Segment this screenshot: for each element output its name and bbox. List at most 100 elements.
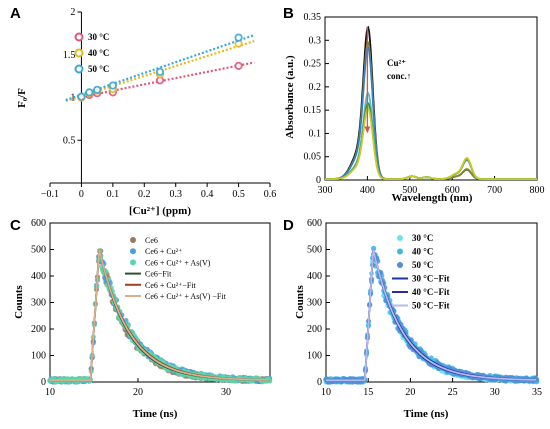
panel-d-y-tick-label: 200 [307, 324, 322, 335]
panel-a-y-tick-label: 0.5 [63, 135, 76, 146]
panel-a-legend-label: 50 °C [88, 64, 109, 74]
panel-d-fit-line-5 [326, 249, 537, 382]
panel-b-x-tick-label: 500 [402, 185, 417, 196]
panel-a-point [85, 88, 94, 97]
panel-a-ylabel: F₀/F [16, 88, 28, 108]
panel-d-legend-label: 30 °C−Fit [412, 274, 449, 284]
panel-c-legend-marker [130, 248, 136, 255]
panel-b-spectrum-5 [325, 107, 537, 180]
panel-b-y-tick-label: 0.35 [304, 12, 322, 23]
panel-c-legend-label: Ce6 [145, 236, 158, 245]
panel-a-legend-label: 30 °C [88, 32, 109, 42]
panel-a-point [93, 85, 102, 94]
panel-a: −0.1 0 0.1 0.2 0.3 0.4 0.5 0.6 0.5 1 1.5 2 30 °C 40 °… [41, 7, 276, 200]
panel-c-legend-label: Ce6 + Cu²⁺ [145, 247, 182, 256]
panel-a-point [155, 67, 165, 76]
panel-a-legend-marker [74, 48, 84, 58]
panel-letter-a: A [10, 5, 21, 22]
panel-d-y-tick-label: 300 [307, 298, 322, 309]
panel-c-x-tick-label: 30 [221, 387, 231, 398]
panel-a-point [108, 81, 117, 90]
panel-b-y-tick-label: 0.3 [309, 35, 322, 46]
panel-b-annotation-line2: conc.↑ [387, 71, 411, 81]
panel-b-spectrum-0 [325, 25, 537, 180]
panel-d-x-tick-label: 10 [321, 387, 331, 398]
panel-c-legend-label: Ce6 + Cu²⁺ + As(V) [145, 258, 211, 267]
panel-c-y-tick-label: 100 [31, 351, 46, 362]
panel-a-legend-label: 40 °C [88, 48, 109, 58]
panel-d: 10 15 20 25 30 35 0 100 200 300 400 500 600 30 °C 40 °… [307, 218, 542, 398]
panel-letter-b: B [283, 5, 294, 22]
panel-d-legend-label: 30 °C [412, 233, 433, 243]
panel-b-annotation-line1: Cu²⁺ [387, 58, 406, 68]
panel-b-y-tick-label: 0.2 [309, 82, 322, 93]
panel-c-ylabel: Counts [13, 284, 25, 318]
panel-a-xlabel: [Cu²⁺] (ppm) [129, 205, 191, 217]
panel-a-y-tick-label: 1.5 [63, 50, 76, 61]
panel-a-y-tick-label: 2 [70, 7, 75, 18]
panel-a-x-tick-label: 0.5 [232, 189, 245, 200]
panel-a-x-tick-label: 0.3 [169, 189, 182, 200]
panel-c-legend-label: Ce6 + Cu²⁺ + As(V) −Fit [145, 292, 227, 301]
panel-a-legend-marker [74, 64, 84, 74]
panel-d-point [371, 245, 377, 251]
panel-b-ylabel: Absorbance (a.u.) [284, 55, 296, 139]
panel-c-x-tick-label: 10 [45, 387, 55, 398]
panel-b-xlabel: Wavelength (nm) [392, 192, 473, 204]
panel-a-point [234, 33, 243, 42]
panel-b-y-tick-label: 0.05 [304, 152, 322, 163]
panel-b-x-tick-label: 300 [318, 185, 333, 196]
panel-d-y-tick-label: 400 [307, 271, 322, 282]
panel-b-y-tick-label: 0.15 [304, 105, 322, 116]
panel-b-frame [324, 16, 538, 181]
panel-letter-c: C [10, 217, 21, 234]
panel-c-y-tick-label: 0 [41, 377, 46, 388]
panel-d-xlabel: Time (ns) [404, 408, 449, 420]
panel-c-x-tick-label: 20 [133, 387, 143, 398]
panel-a-x-tick-label: 0.4 [201, 189, 214, 200]
panel-c-legend-label: Ce6 + Cu²⁺−Fit [145, 281, 197, 290]
panel-a-x-tick-label: 0.2 [138, 189, 151, 200]
panel-d-x-tick-label: 15 [363, 387, 373, 398]
panel-a-y-tick-label: 1 [70, 93, 75, 104]
panel-d-x-tick-label: 35 [532, 387, 542, 398]
panel-b-y-tick-label: 0.1 [309, 128, 322, 139]
panel-d-legend-label: 40 °C−Fit [412, 287, 449, 297]
panel-d-legend-marker [397, 248, 403, 255]
panel-d-legend-label: 50 °C−Fit [412, 301, 449, 311]
panel-a-point [234, 61, 243, 70]
panel-d-y-tick-label: 500 [307, 245, 322, 256]
panel-c-y-tick-label: 200 [31, 324, 46, 335]
panel-c-legend-label: Ce6−Fit [145, 270, 172, 279]
panel-d-y-tick-label: 600 [307, 218, 322, 229]
panel-d-y-tick-label: 100 [307, 351, 322, 362]
panel-d-x-tick-label: 30 [490, 387, 500, 398]
panel-letter-d: D [283, 217, 294, 234]
panel-b-spectrum-1 [325, 41, 537, 180]
panel-a-x-tick-label: −0.1 [41, 189, 59, 200]
panel-d-y-tick-label: 0 [317, 377, 322, 388]
panel-b-y-tick-label: 0.25 [304, 59, 322, 70]
panel-b: 300 400 500 600 700 800 0 0.05 0.1 0.15 0.2 0.25 0.3… [304, 12, 545, 196]
panel-d-legend-label: 40 °C [412, 247, 433, 257]
panel-b-spectrum-4 [325, 102, 537, 180]
panel-c-y-tick-label: 300 [31, 298, 46, 309]
panel-d-point [534, 377, 540, 383]
panel-b-x-tick-label: 800 [530, 185, 545, 196]
panel-c-legend-marker [130, 259, 136, 266]
panel-c-fit-line-5 [50, 249, 270, 382]
panel-d-legend-label: 50 °C [412, 260, 433, 270]
panel-b-y-tick-label: 0 [316, 175, 321, 186]
panel-b-x-tick-label: 700 [487, 185, 502, 196]
panel-d-x-tick-label: 25 [448, 387, 458, 398]
panel-d-x-tick-label: 20 [405, 387, 415, 398]
panel-a-x-tick-label: 0.6 [264, 189, 277, 200]
panel-d-ylabel: Counts [294, 284, 306, 318]
panel-c-y-tick-label: 400 [31, 271, 46, 282]
panel-c-y-tick-label: 600 [31, 218, 46, 229]
panel-a-point [77, 92, 86, 101]
panel-c-xlabel: Time (ns) [133, 408, 178, 420]
panel-b-arrow-head [364, 126, 371, 134]
